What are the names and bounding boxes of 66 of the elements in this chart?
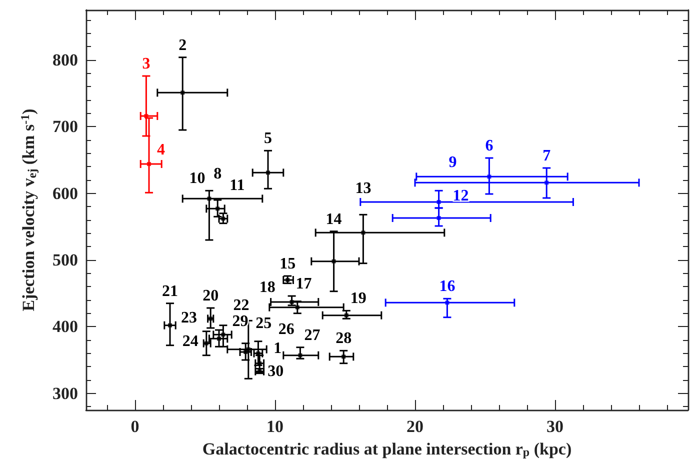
annotation: 7 [542,148,551,164]
annotation: 13 [355,180,372,198]
point [216,206,220,211]
annotation: 23 [181,310,197,326]
annotation: 8 [214,166,222,182]
point [207,196,212,201]
point [342,354,346,359]
annotation: 18 [259,278,276,296]
annotation: 27 [304,326,320,344]
point [290,300,294,304]
point [180,90,185,95]
annotation: 4 [157,142,165,158]
annotation: 9 [448,154,457,172]
point [246,347,250,352]
x-tick-label: 20 [406,417,424,436]
annotation: 1 [274,340,282,358]
annotation: 21 [162,282,178,300]
x-tick-label: 0 [130,417,140,436]
point [445,300,450,305]
point [144,114,148,118]
point [221,332,226,337]
annotation: 14 [326,210,342,228]
annotation: 22 [233,296,250,314]
annotation: 19 [350,290,366,308]
y-tick-label: 800 [52,50,78,70]
point [344,313,348,318]
point [332,259,336,264]
annotation: 3 [142,56,150,72]
annotation: 15 [280,256,296,272]
annotation: 24 [182,332,198,350]
y-tick-label: 500 [52,250,78,270]
annotation: 30 [268,362,284,380]
annotation: 5 [264,130,272,148]
annotation: 11 [230,176,245,194]
annotation: 16 [439,278,456,296]
annotation: 10 [189,170,206,188]
point [244,350,248,354]
point [168,323,172,328]
annotation: 17 [296,276,312,292]
annotation: 20 [202,288,219,304]
annotation: 25 [256,314,272,332]
y-axis-title: Ejection velocity vej (km s-1) [18,108,39,312]
y-tick-label: 400 [52,317,78,336]
x-tick-label: 10 [266,417,284,436]
annotation: 12 [452,188,469,204]
point [544,180,549,185]
point [204,341,208,346]
x-axis-title: Galactocentric radius at plane intersection rp (kpc) [202,440,572,459]
point [361,230,366,235]
annotation: 6 [485,138,494,154]
annotation: 29 [232,312,248,330]
annotation: 28 [336,330,352,348]
point [436,216,441,220]
annotation: 2 [178,36,187,54]
point [298,353,302,358]
point [436,200,441,204]
x-tick-label: 30 [546,417,564,436]
point [147,162,151,166]
point [217,336,221,341]
y-tick-label: 600 [52,184,78,203]
point [295,305,300,310]
y-tick-label: 700 [52,117,78,136]
y-tick-label: 300 [52,384,78,403]
annotation: 26 [278,320,294,338]
point [487,174,492,179]
point [266,170,270,175]
